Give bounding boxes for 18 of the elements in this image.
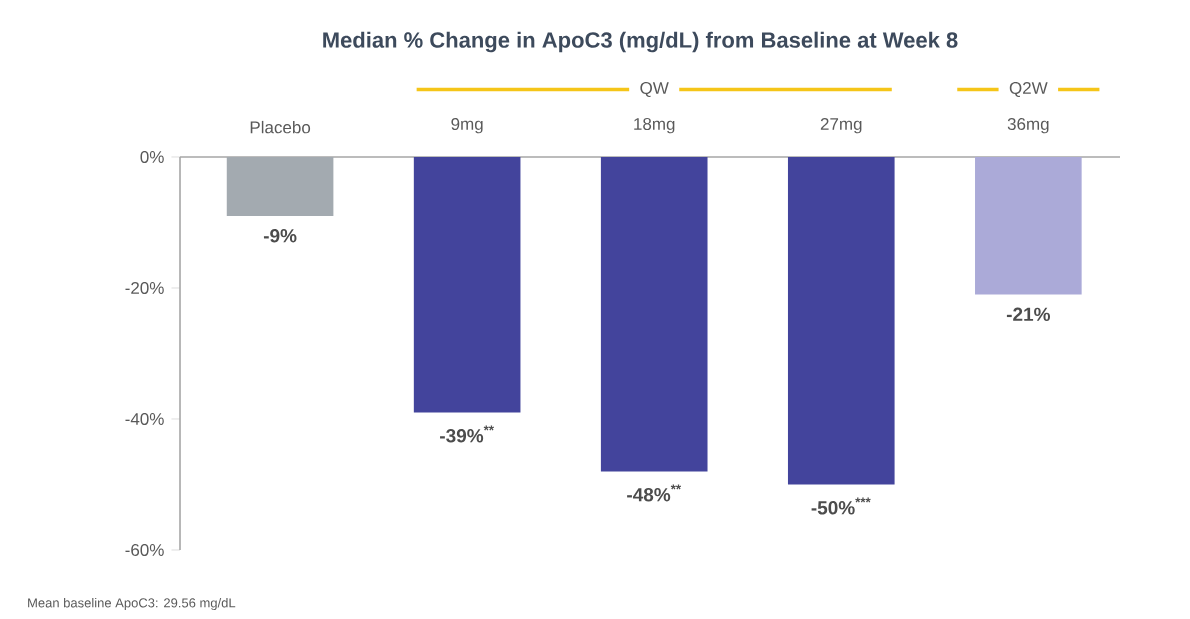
x-tick-label: 27mg <box>820 118 862 134</box>
data-label: -9% <box>263 229 297 243</box>
x-tick-label: 9mg <box>451 118 483 134</box>
x-tick-label: 18mg <box>634 118 675 134</box>
data-label: -21% <box>1006 307 1051 322</box>
data-label: -50%$^{***}$ <box>811 497 871 515</box>
y-tick-label: -60% <box>125 543 164 556</box>
x-tick-label: 36mg <box>1007 118 1049 134</box>
data-label: -39%$^{**}$ <box>440 425 494 443</box>
text: QW <box>640 81 669 98</box>
data-label: -48%$^{**}$ <box>627 484 682 502</box>
y-tick-label: -20% <box>125 281 164 294</box>
y-tick-label: -40% <box>125 412 164 425</box>
chart-title: Median % Change in ApoC3 (mg/dL) from Baseline at Week 8 <box>323 31 958 53</box>
x-tick-label: Placebo <box>250 120 311 134</box>
y-tick-label: 0% <box>140 150 164 163</box>
text: Q2W <box>1009 81 1048 98</box>
text: Mean baseline ApoC3: 29.56 mg/dL <box>28 597 236 611</box>
